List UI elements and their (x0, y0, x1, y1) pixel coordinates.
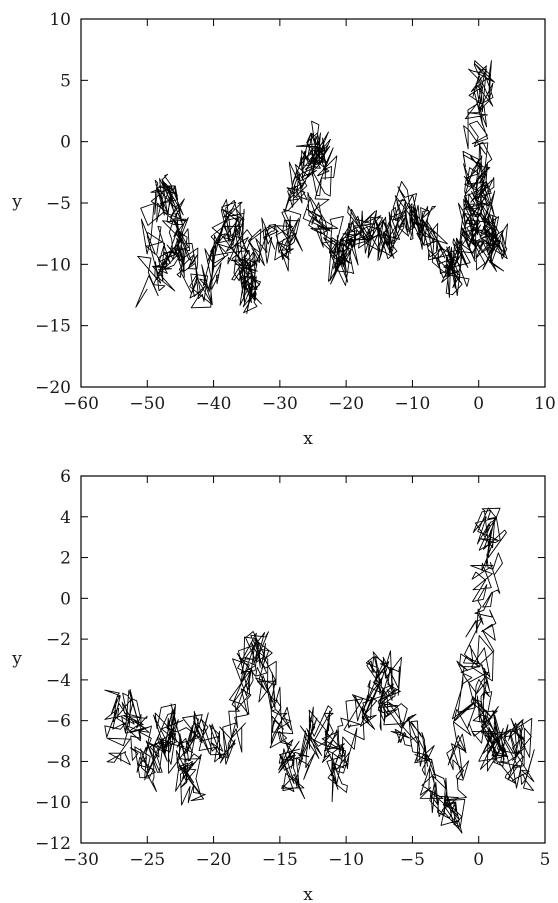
y-tick-label: −2 (46, 630, 71, 650)
series-line (105, 508, 534, 833)
y-tick-label: 2 (60, 549, 71, 569)
x-tick-label: −20 (328, 394, 364, 414)
y-tick-label: −6 (46, 712, 71, 732)
x-tick-label: 10 (534, 394, 556, 414)
y-tick-label: −10 (35, 255, 71, 275)
y-tick-label: −4 (46, 671, 71, 691)
x-tick-label: −40 (196, 394, 232, 414)
x-tick-label: 0 (473, 850, 484, 870)
y-tick-label: 6 (60, 467, 71, 487)
y-tick-label: −8 (46, 752, 71, 772)
y-tick-label: −20 (35, 378, 71, 398)
x-tick-label: −5 (400, 850, 425, 870)
x-tick-label: 5 (540, 850, 551, 870)
x-tick-label: 0 (473, 394, 484, 414)
y-tick-label: −10 (35, 793, 71, 813)
x-axis-label: x (303, 429, 313, 449)
y-axis-label: y (11, 649, 22, 669)
y-tick-label: 5 (60, 71, 71, 91)
plot-frame (81, 476, 545, 843)
y-tick-label: 10 (49, 10, 71, 30)
x-tick-label: −50 (129, 394, 165, 414)
series-line (136, 61, 508, 314)
y-tick-label: −15 (35, 317, 71, 337)
y-tick-label: −5 (46, 194, 71, 214)
y-tick-label: −12 (35, 834, 71, 854)
y-tick-label: 0 (60, 133, 71, 153)
x-tick-label: −10 (328, 850, 364, 870)
x-tick-label: −10 (394, 394, 430, 414)
x-tick-label: −30 (262, 394, 298, 414)
x-tick-label: −20 (196, 850, 232, 870)
x-tick-label: −15 (262, 850, 298, 870)
x-axis-label: x (303, 885, 313, 903)
y-tick-label: 0 (60, 589, 71, 609)
x-tick-label: −25 (129, 850, 165, 870)
y-axis-label: y (11, 192, 22, 212)
y-tick-label: 4 (60, 508, 71, 528)
plot-frame (81, 19, 545, 387)
